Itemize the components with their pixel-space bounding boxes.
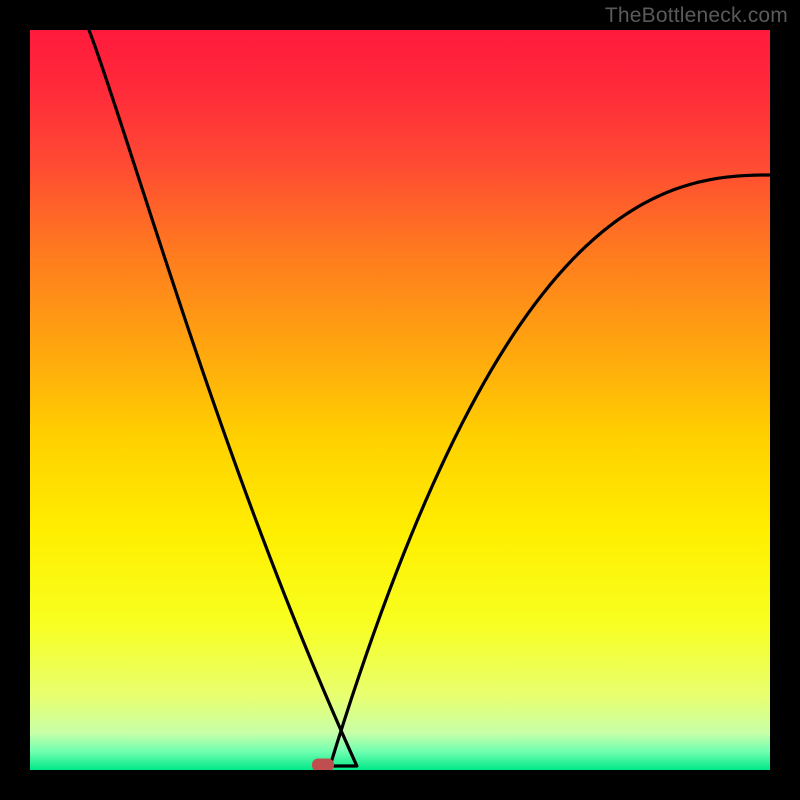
gradient-background bbox=[30, 30, 770, 770]
watermark-text: TheBottleneck.com bbox=[605, 4, 788, 28]
plot-area bbox=[30, 30, 770, 770]
optimal-point-marker bbox=[312, 759, 334, 771]
bottleneck-chart bbox=[30, 30, 770, 770]
